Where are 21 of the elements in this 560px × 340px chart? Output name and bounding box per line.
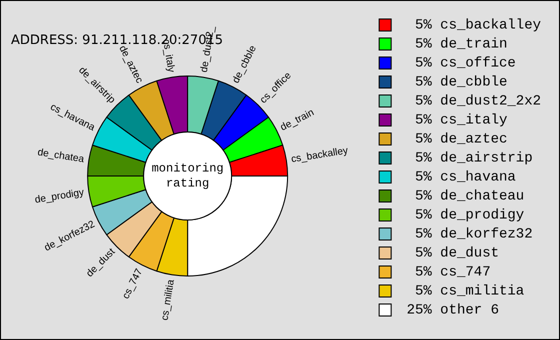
text: de_chatea [36, 147, 85, 166]
text: 5% de_airstrip [414, 150, 533, 167]
legend-label: 25% other 6 [398, 302, 500, 319]
text: 5% de_dust [414, 246, 500, 262]
slice-label: cs_militia [160, 278, 177, 322]
slice-label: de_prodigy [34, 187, 85, 206]
text: 5% de_korfez32 [414, 226, 533, 243]
legend-label: 5% de_chateau [398, 188, 524, 205]
text: 5% cs_office [414, 56, 516, 72]
text: 5% cs_backalley [414, 18, 542, 34]
text: 5% de_train [414, 36, 508, 53]
text: 5% cs_militia [414, 284, 524, 300]
text: 5% cs_italy [414, 112, 508, 129]
text: 5% cs_havana [414, 170, 516, 186]
text: 5% de_prodigy [414, 208, 524, 224]
text: 5% de_aztec [414, 132, 508, 148]
legend-label: 5% de_dust2_2x2 [398, 94, 542, 110]
slice-label: cs_backalley [290, 145, 349, 166]
text: 5% de_cbble [414, 74, 508, 91]
text: 5% cs_747 [414, 264, 491, 281]
text: monitoring rating [152, 162, 224, 191]
